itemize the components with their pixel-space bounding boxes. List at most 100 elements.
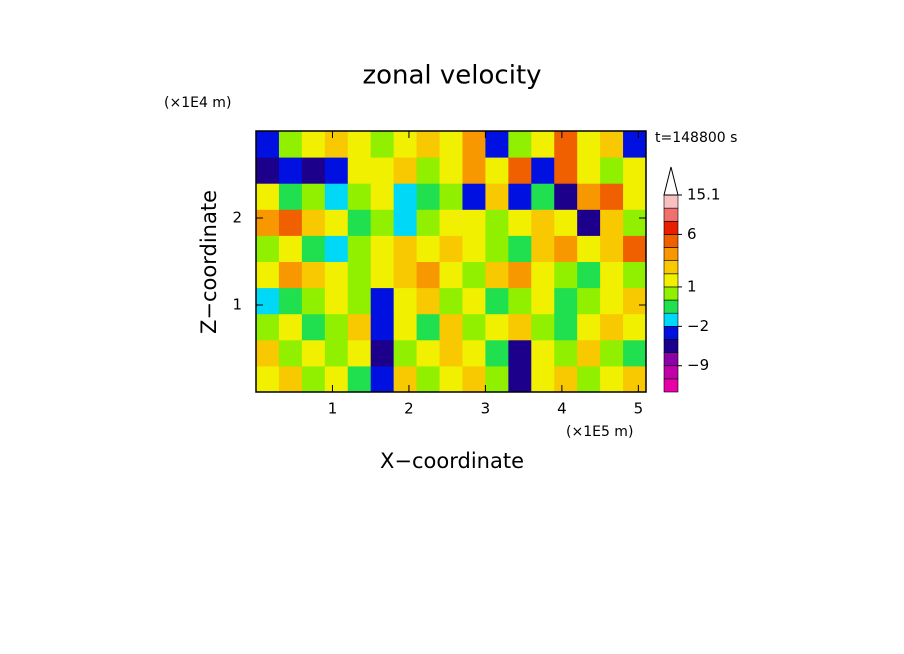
contour-cell xyxy=(600,287,624,315)
contour-cell xyxy=(508,235,532,262)
contour-cell xyxy=(278,183,303,210)
contour-cell xyxy=(554,157,578,184)
contour-cell xyxy=(278,209,303,236)
contour-cell xyxy=(439,339,463,367)
contour-cell xyxy=(393,313,418,341)
contour-cell xyxy=(554,183,578,210)
contour-cell xyxy=(416,235,441,262)
contour-cell xyxy=(301,131,326,158)
contour-cell xyxy=(485,261,509,289)
contour-cell xyxy=(347,131,372,158)
contour-cell xyxy=(485,131,509,158)
contour-cell xyxy=(508,183,532,210)
colorbar-band xyxy=(663,378,679,393)
contour-cell xyxy=(439,131,463,158)
contour-cell xyxy=(370,131,395,158)
contour-cell xyxy=(600,365,624,393)
contour-cell xyxy=(301,183,326,210)
contour-cell xyxy=(508,131,532,158)
contour-cell xyxy=(393,287,418,315)
contour-cell xyxy=(301,157,326,184)
contour-cell xyxy=(370,365,395,393)
contour-cell xyxy=(485,313,509,341)
contour-cell xyxy=(370,235,395,262)
y-tick-label: 2 xyxy=(232,209,242,227)
contour-cell xyxy=(554,235,578,262)
contour-cell xyxy=(508,287,532,315)
contour-cell xyxy=(531,261,555,289)
contour-cell xyxy=(256,235,280,262)
contour-cell xyxy=(439,183,463,210)
contour-cell xyxy=(278,235,303,262)
contour-cell xyxy=(416,339,441,367)
contour-cell xyxy=(508,261,532,289)
y-unit: (×1E4 m) xyxy=(164,95,231,111)
colorbar-band xyxy=(663,286,679,301)
contour-cell xyxy=(256,313,280,341)
contour-cell xyxy=(600,261,624,289)
contour-cell xyxy=(324,183,349,210)
contour-cell xyxy=(485,209,509,236)
colorbar-label: −2 xyxy=(687,317,709,335)
colorbar-band xyxy=(663,273,679,288)
x-tick-label: 4 xyxy=(557,400,567,418)
plot-frame xyxy=(255,130,647,393)
contour-cell xyxy=(393,339,418,367)
contour-cell xyxy=(347,313,372,341)
contour-cell xyxy=(393,157,418,184)
contour-cell xyxy=(600,339,624,367)
contour-cell xyxy=(347,287,372,315)
contour-cell xyxy=(577,339,601,367)
contour-cell xyxy=(439,365,463,393)
contour-cell xyxy=(278,131,303,158)
contour-cell xyxy=(462,313,486,341)
contour-cell xyxy=(531,157,555,184)
colorbar-arrow xyxy=(663,166,679,196)
contour-cell xyxy=(600,235,624,262)
contour-cell xyxy=(393,235,418,262)
contour-cell xyxy=(370,287,395,315)
contour-cell xyxy=(577,287,601,315)
contour-cell xyxy=(439,235,463,262)
contour-cell xyxy=(508,313,532,341)
contour-cell xyxy=(554,261,578,289)
contour-cell xyxy=(554,339,578,367)
contour-cell xyxy=(508,209,532,236)
contour-cell xyxy=(623,339,647,367)
contour-cell xyxy=(324,261,349,289)
contour-cell xyxy=(256,287,280,315)
contour-cell xyxy=(393,209,418,236)
contour-cell xyxy=(577,365,601,393)
contour-cell xyxy=(278,339,303,367)
colorbar-band xyxy=(663,326,679,340)
contour-cell xyxy=(485,287,509,315)
colorbar-label: 6 xyxy=(687,225,697,243)
contour-cell xyxy=(256,339,280,367)
colorbar-label: 15.1 xyxy=(687,186,720,204)
contour-cell xyxy=(462,183,486,210)
contour-cell xyxy=(623,261,647,289)
colorbar-band xyxy=(663,299,679,314)
contour-cell xyxy=(324,131,349,158)
annotation: t=148800 s xyxy=(655,130,737,146)
contour-cell xyxy=(347,157,372,184)
contour-cell xyxy=(600,183,624,210)
contour-cell xyxy=(256,365,280,393)
contour-cell xyxy=(600,313,624,341)
contour-cell xyxy=(577,157,601,184)
contour-cell xyxy=(508,339,532,367)
colorbar-band xyxy=(663,339,679,353)
contour-cell xyxy=(278,365,303,393)
contour-cell xyxy=(278,157,303,184)
contour-cell xyxy=(554,365,578,393)
contour-cell xyxy=(577,261,601,289)
contour-cell xyxy=(324,209,349,236)
contour-cell xyxy=(577,183,601,210)
contour-cell xyxy=(439,157,463,184)
contour-cell xyxy=(278,313,303,341)
colorbar-band xyxy=(663,365,679,380)
contour-cell xyxy=(393,365,418,393)
contour-cell xyxy=(600,157,624,184)
contour-cell xyxy=(462,131,486,158)
colorbar-band xyxy=(663,260,679,275)
